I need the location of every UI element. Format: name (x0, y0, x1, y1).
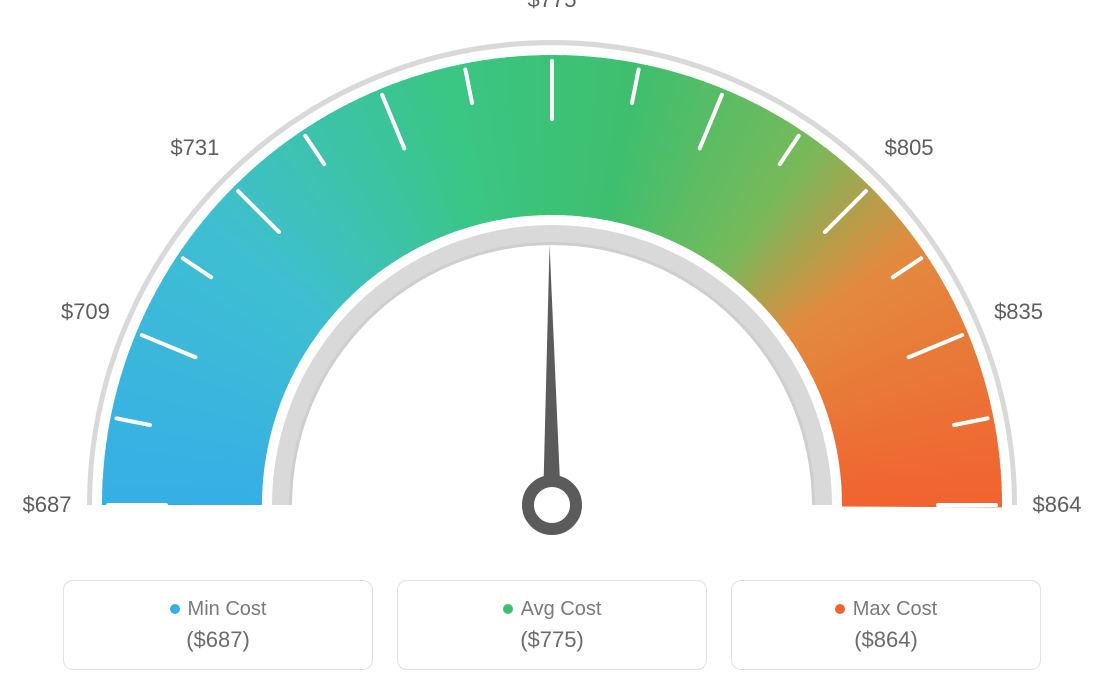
legend-card-avg: Avg Cost ($775) (397, 580, 707, 670)
gauge-tick-label: $864 (1033, 492, 1082, 518)
legend-title-avg-text: Avg Cost (521, 598, 602, 621)
gauge-tick-label: $775 (528, 0, 577, 13)
legend-title-max: Max Cost (835, 598, 937, 621)
legend-card-max: Max Cost ($864) (731, 580, 1041, 670)
gauge-tick-label: $805 (885, 135, 934, 161)
gauge-tick-label: $687 (23, 492, 72, 518)
gauge-tick-label: $709 (61, 299, 110, 325)
gauge-tick-label: $731 (170, 135, 219, 161)
legend-dot-avg (503, 604, 513, 614)
legend-dot-min (170, 604, 180, 614)
legend-card-min: Min Cost ($687) (63, 580, 373, 670)
legend-value-min: ($687) (186, 627, 250, 653)
legend-dot-max (835, 604, 845, 614)
gauge-chart: $687 $709 $731 $775 $805 $835 $864 (0, 0, 1104, 560)
gauge-tick-label: $835 (994, 299, 1043, 325)
legend: Min Cost ($687) Avg Cost ($775) Max Cost… (0, 580, 1104, 670)
legend-value-max: ($864) (854, 627, 918, 653)
gauge-svg (0, 0, 1104, 560)
legend-title-max-text: Max Cost (853, 598, 937, 621)
legend-title-min: Min Cost (170, 598, 267, 621)
legend-value-avg: ($775) (520, 627, 584, 653)
legend-title-min-text: Min Cost (188, 598, 267, 621)
legend-title-avg: Avg Cost (503, 598, 602, 621)
